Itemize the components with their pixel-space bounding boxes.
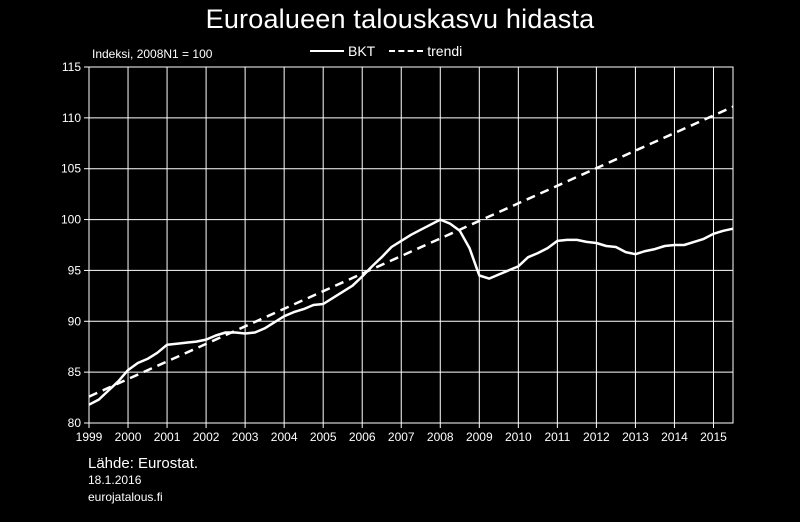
date-note: 18.1.2016	[88, 473, 142, 487]
legend-label-trendi: trendi	[427, 43, 463, 59]
x-tick-label: 2003	[232, 430, 259, 444]
y-tick-label: 110	[62, 111, 81, 125]
x-tick-label: 2013	[622, 430, 649, 444]
x-tick-label: 2006	[349, 430, 376, 444]
x-tick-label: 2004	[271, 430, 298, 444]
y-tick-label: 95	[68, 263, 82, 277]
x-tick-label: 2005	[310, 430, 337, 444]
series-line-trendi	[88, 105, 734, 398]
legend-swatch-trendi	[389, 50, 424, 52]
x-tick-label: 2002	[193, 430, 220, 444]
y-axis-label: Indeksi, 2008N1 = 100	[92, 47, 213, 61]
x-tick-label: 2010	[505, 430, 532, 444]
x-tick-label: 2007	[388, 430, 415, 444]
plot-frame	[88, 66, 734, 424]
x-tick-label: 2008	[427, 430, 454, 444]
x-tick-label: 2011	[544, 430, 570, 444]
legend-item-bkt: BKT	[310, 43, 375, 59]
x-tick-label: 1999	[76, 430, 103, 444]
legend: BKT trendi	[310, 43, 476, 59]
site-note: eurojatalous.fi	[88, 490, 163, 504]
x-axis-ticks: 1999 2000 2001 2002 2003 2004 2005 2006 2007 2008…	[76, 423, 727, 444]
x-tick-label: 2001	[154, 430, 181, 444]
chart-title: Euroalueen talouskasvu hidasta	[205, 4, 595, 34]
x-tick-label: 2014	[661, 430, 688, 444]
grid	[89, 67, 733, 423]
legend-label-bkt: BKT	[348, 43, 376, 59]
legend-swatch-bkt	[310, 50, 344, 52]
y-tick-label: 90	[68, 314, 82, 328]
y-tick-label: 105	[61, 162, 81, 176]
x-tick-label: 2012	[583, 430, 610, 444]
series-line-bkt	[88, 218, 734, 406]
x-tick-label: 2009	[466, 430, 493, 444]
y-tick-label: 115	[62, 60, 81, 74]
x-tick-label: 2015	[700, 430, 727, 444]
y-tick-label: 100	[61, 213, 81, 227]
y-axis-ticks: 80 85 90 95 100 105 110 115	[61, 60, 89, 430]
y-tick-label: 85	[68, 365, 82, 379]
x-tick-label: 2000	[115, 430, 142, 444]
legend-item-trendi: trendi	[389, 43, 462, 59]
source-note: Lähde: Eurostat.	[88, 455, 199, 472]
series	[88, 105, 734, 406]
y-tick-label: 80	[68, 416, 82, 430]
plot-border	[88, 66, 734, 424]
